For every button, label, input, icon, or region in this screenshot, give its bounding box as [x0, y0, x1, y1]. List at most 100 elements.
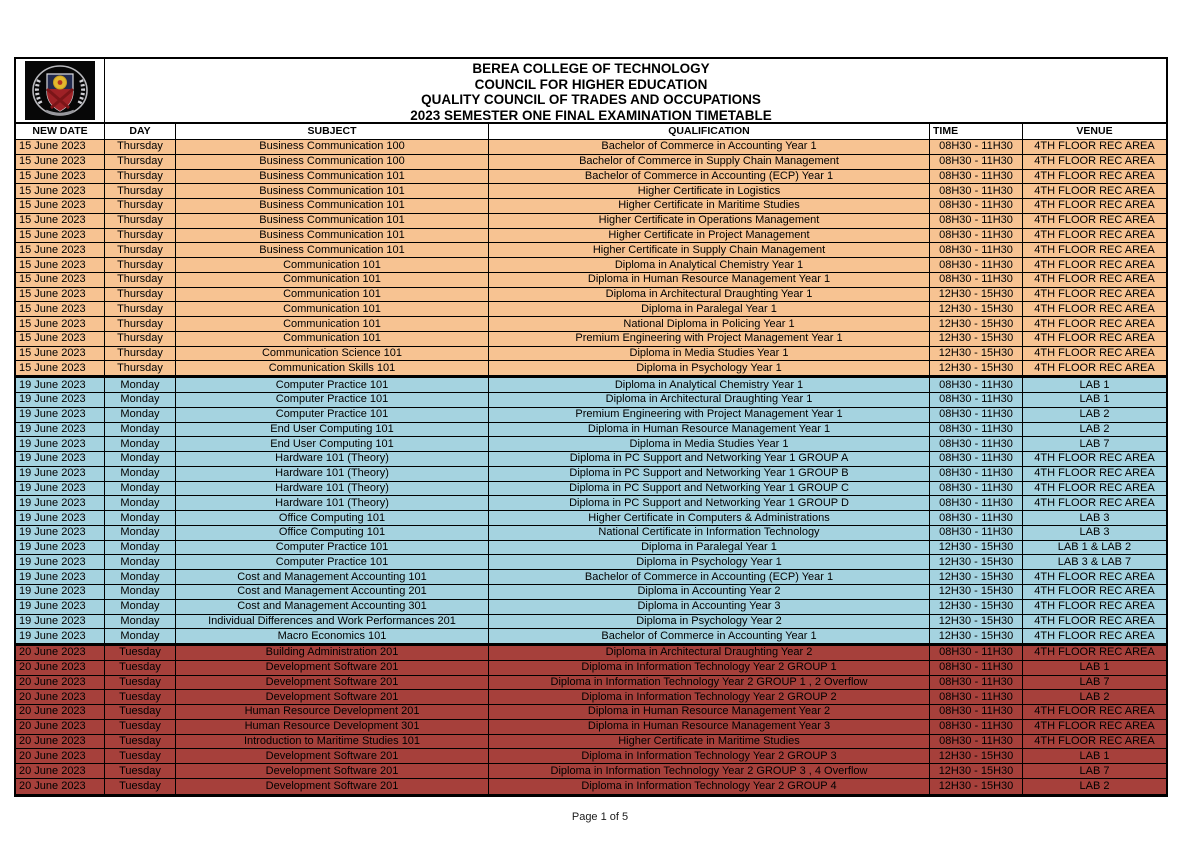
- cell-day: Thursday: [105, 258, 176, 272]
- cell-new-date: 15 June 2023: [16, 317, 105, 331]
- cell-qualification: Diploma in Architectural Draughting Year…: [489, 287, 930, 302]
- cell-subject: Communication Skills 101: [176, 361, 489, 376]
- cell-new-date: 19 June 2023: [16, 378, 105, 393]
- cell-time: 12H30 - 15H30: [930, 287, 1023, 302]
- cell-venue: 4TH FLOOR REC AREA: [1034, 614, 1155, 627]
- cell-day: Monday: [105, 570, 176, 584]
- cell-venue: 4TH FLOOR REC AREA: [1034, 140, 1155, 153]
- cell-time: 08H30 - 11H30: [930, 243, 1023, 258]
- cell-day: Monday: [105, 466, 176, 481]
- cell-day: Monday: [105, 407, 176, 422]
- cell-new-date: 20 June 2023: [16, 705, 105, 719]
- cell-new-date: 20 June 2023: [16, 675, 105, 690]
- cell-time: 08H30 - 11H30: [930, 154, 1023, 169]
- cell-day: Tuesday: [105, 764, 176, 778]
- timetable-row: 19 June 2023 Monday Hardware 101 (Theory) D…: [16, 496, 1166, 512]
- cell-qualification: National Certificate in Information Tech…: [489, 525, 930, 540]
- cell-qualification: Diploma in Information Technology Year 2…: [489, 675, 930, 690]
- cell-day: Thursday: [105, 361, 176, 376]
- cell-venue: 4TH FLOOR REC AREA: [1034, 570, 1155, 583]
- cell-qualification: National Diploma in Policing Year 1: [489, 317, 930, 331]
- cell-subject: Development Software 201: [176, 690, 489, 705]
- timetable-row: 20 June 2023 Tuesday Human Resource Develo…: [16, 719, 1166, 735]
- column-header-time: TIME: [930, 124, 1023, 139]
- cell-venue: 4TH FLOOR REC AREA: [1034, 199, 1155, 212]
- cell-time: 08H30 - 11H30: [930, 481, 1023, 496]
- timetable-row: 15 June 2023 Thursday Communication 101 Dip…: [16, 287, 1166, 303]
- cell-day: Thursday: [105, 184, 176, 199]
- cell-new-date: 20 June 2023: [16, 719, 105, 734]
- cell-venue: 4TH FLOOR REC AREA: [1034, 481, 1155, 494]
- cell-time: 08H30 - 11H30: [930, 258, 1023, 272]
- cell-time: 12H30 - 15H30: [930, 555, 1023, 570]
- timetable-row: 15 June 2023 Thursday Business Communicati…: [16, 169, 1166, 185]
- cell-qualification: Diploma in Paralegal Year 1: [489, 302, 930, 317]
- timetable-row: 19 June 2023 Monday Hardware 101 (Theory) D…: [16, 466, 1166, 482]
- cell-new-date: 19 June 2023: [16, 584, 105, 599]
- cell-subject: Development Software 201: [176, 749, 489, 764]
- cell-day: Monday: [105, 452, 176, 466]
- cell-subject: Communication 101: [176, 317, 489, 331]
- cell-subject: Hardware 101 (Theory): [176, 466, 489, 481]
- cell-qualification: Diploma in Media Studies Year 1: [489, 346, 930, 361]
- cell-qualification: Higher Certificate in Logistics: [489, 184, 930, 199]
- timetable-document: BEREA COLLEGE OF TECHNOLOGY COUNCIL FOR …: [14, 57, 1168, 797]
- cell-day: Monday: [105, 481, 176, 496]
- timetable-row: 19 June 2023 Monday Cost and Management Ac…: [16, 584, 1166, 600]
- cell-qualification: Diploma in Information Technology Year 2…: [489, 749, 930, 764]
- timetable-row: 15 June 2023 Thursday Business Communicati…: [16, 140, 1166, 155]
- cell-venue: LAB 1: [1079, 393, 1110, 406]
- timetable-row: 19 June 2023 Monday Computer Practice 101 D…: [16, 378, 1166, 394]
- timetable-row: 19 June 2023 Monday Hardware 101 (Theory) D…: [16, 452, 1166, 467]
- cell-time: 08H30 - 11H30: [930, 496, 1023, 511]
- cell-venue: LAB 3: [1079, 526, 1110, 539]
- cell-day: Monday: [105, 584, 176, 599]
- cell-day: Thursday: [105, 272, 176, 287]
- cell-venue: LAB 2: [1079, 690, 1110, 703]
- document-titles: BEREA COLLEGE OF TECHNOLOGY COUNCIL FOR …: [16, 61, 1166, 123]
- cell-day: Monday: [105, 629, 176, 644]
- cell-day: Tuesday: [105, 778, 176, 794]
- cell-venue: LAB 2: [1079, 408, 1110, 421]
- cell-time: 08H30 - 11H30: [930, 437, 1023, 452]
- timetable-row: 19 June 2023 Monday Macro Economics 101 Bac…: [16, 629, 1166, 645]
- cell-qualification: Bachelor of Commerce in Supply Chain Man…: [489, 154, 930, 169]
- cell-day: Tuesday: [105, 660, 176, 675]
- timetable-row: 15 June 2023 Thursday Communication Scienc…: [16, 346, 1166, 362]
- cell-venue: 4TH FLOOR REC AREA: [1034, 273, 1155, 286]
- cell-qualification: Diploma in Architectural Draughting Year…: [489, 646, 930, 660]
- cell-qualification: Bachelor of Commerce in Accounting Year …: [489, 140, 930, 154]
- cell-venue: 4TH FLOOR REC AREA: [1034, 347, 1155, 360]
- cell-time: 08H30 - 11H30: [930, 452, 1023, 466]
- cell-subject: Business Communication 101: [176, 199, 489, 213]
- cell-day: Monday: [105, 555, 176, 570]
- timetable-row: 15 June 2023 Thursday Communication 101 Dip…: [16, 302, 1166, 318]
- cell-subject: Business Communication 101: [176, 213, 489, 228]
- cell-day: Monday: [105, 525, 176, 540]
- cell-subject: Computer Practice 101: [176, 540, 489, 555]
- cell-venue: LAB 3 & LAB 7: [1057, 555, 1132, 568]
- timetable-body: 15 June 2023 Thursday Business Communicati…: [14, 140, 1168, 797]
- cell-day: Thursday: [105, 199, 176, 213]
- cell-subject: Development Software 201: [176, 660, 489, 675]
- cell-new-date: 19 June 2023: [16, 437, 105, 452]
- cell-qualification: Diploma in PC Support and Networking Yea…: [489, 466, 930, 481]
- timetable-row: 19 June 2023 Monday End User Computing 101…: [16, 437, 1166, 453]
- timetable-row: 20 June 2023 Tuesday Building Administrati…: [16, 646, 1166, 661]
- timetable-row: 19 June 2023 Monday Computer Practice 101 D…: [16, 555, 1166, 571]
- cell-time: 08H30 - 11H30: [930, 719, 1023, 734]
- cell-time: 08H30 - 11H30: [930, 272, 1023, 287]
- cell-qualification: Diploma in Human Resource Management Yea…: [489, 719, 930, 734]
- cell-qualification: Premium Engineering with Project Managem…: [489, 407, 930, 422]
- cell-new-date: 20 June 2023: [16, 660, 105, 675]
- cell-new-date: 15 June 2023: [16, 213, 105, 228]
- column-header-subject: SUBJECT: [176, 124, 489, 139]
- cell-time: 08H30 - 11H30: [930, 199, 1023, 213]
- cell-venue: 4TH FLOOR REC AREA: [1034, 585, 1155, 598]
- cell-qualification: Bachelor of Commerce in Accounting Year …: [489, 629, 930, 644]
- cell-new-date: 15 June 2023: [16, 272, 105, 287]
- timetable-row: 15 June 2023 Thursday Communication 101 Dip…: [16, 258, 1166, 273]
- cell-subject: Communication 101: [176, 287, 489, 302]
- timetable-row: 15 June 2023 Thursday Business Communicati…: [16, 243, 1166, 259]
- cell-time: 12H30 - 15H30: [930, 599, 1023, 614]
